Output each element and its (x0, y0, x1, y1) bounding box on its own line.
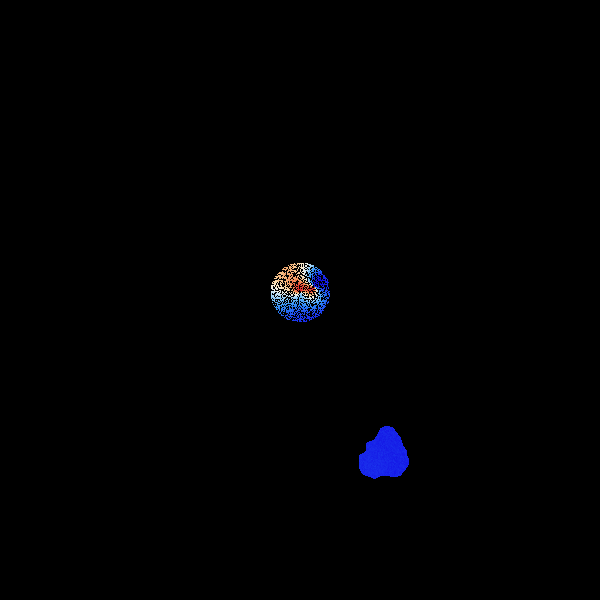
radar-velocity-display (0, 0, 600, 600)
radar-velocity-image (0, 0, 600, 600)
